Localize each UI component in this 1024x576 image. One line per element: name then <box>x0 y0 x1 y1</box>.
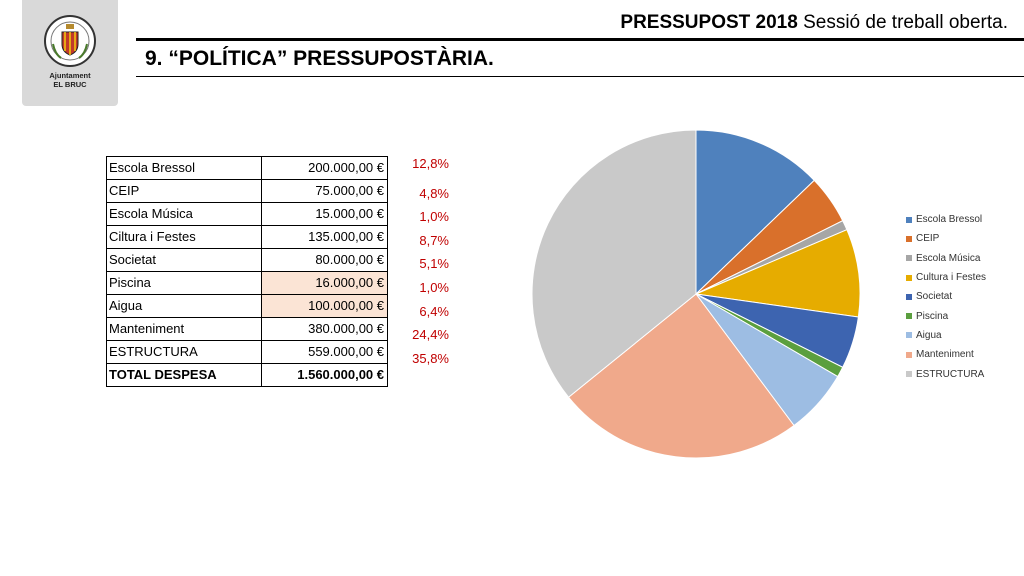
legend-item: Cultura i Festes <box>906 268 986 287</box>
table-row: Piscina 16.000,00 € <box>106 271 388 295</box>
row-percent: 6,4% <box>419 304 449 319</box>
legend-label: Manteniment <box>916 349 974 361</box>
legend-swatch <box>906 216 912 223</box>
row-category: ESTRUCTURA <box>106 340 262 364</box>
table-row: ESTRUCTURA 559.000,00 € <box>106 340 388 364</box>
row-category: Escola Música <box>106 202 262 226</box>
row-category: Escola Bressol <box>106 156 262 180</box>
legend-swatch <box>906 332 912 339</box>
legend-label: Societat <box>916 291 953 303</box>
town-crest-icon <box>44 15 96 67</box>
table-row: Ciltura i Festes 135.000,00 € <box>106 225 388 249</box>
pie-slice <box>694 229 861 318</box>
legend-item: Escola Bressol <box>906 210 986 229</box>
row-amount: 16.000,00 € <box>261 271 388 295</box>
legend-label: ESTRUCTURA <box>916 368 985 380</box>
row-category: Ciltura i Festes <box>106 225 262 249</box>
row-category: Societat <box>106 248 262 272</box>
legend-label: Aigua <box>916 329 942 341</box>
row-amount: 80.000,00 € <box>261 248 388 272</box>
row-percent: 24,4% <box>412 327 449 342</box>
table-row: Escola Música 15.000,00 € <box>106 202 388 226</box>
legend-swatch <box>906 235 912 242</box>
pie-slice <box>695 129 815 296</box>
row-category: Manteniment <box>106 317 262 341</box>
pie-chart <box>531 129 861 459</box>
row-amount: 380.000,00 € <box>261 317 388 341</box>
pie-slice <box>531 129 697 398</box>
row-percent: 1,0% <box>419 209 449 224</box>
legend-item: ESTRUCTURA <box>906 364 986 383</box>
total-amount: 1.560.000,00 € <box>261 363 388 387</box>
row-percent: 12,8% <box>412 156 449 171</box>
row-percent: 1,0% <box>419 280 449 295</box>
total-label: TOTAL DESPESA <box>106 363 262 387</box>
row-category: Aigua <box>106 294 262 318</box>
row-amount: 15.000,00 € <box>261 202 388 226</box>
legend-label: CEIP <box>916 233 940 245</box>
legend-swatch <box>906 313 912 320</box>
legend-label: Piscina <box>916 310 949 322</box>
row-amount: 135.000,00 € <box>261 225 388 249</box>
legend-item: Societat <box>906 287 986 306</box>
row-amount: 75.000,00 € <box>261 179 388 203</box>
header-title-bold: PRESSUPOST 2018 <box>620 12 798 33</box>
total-row: TOTAL DESPESA 1.560.000,00 € <box>106 363 388 387</box>
legend-swatch <box>906 371 912 378</box>
legend-item: Manteniment <box>906 345 986 364</box>
row-percent: 4,8% <box>419 186 449 201</box>
row-category: Piscina <box>106 271 262 295</box>
table-row: Manteniment 380.000,00 € <box>106 317 388 341</box>
logo-panel: Ajuntament EL BRUC <box>22 0 118 106</box>
row-percent: 8,7% <box>419 233 449 248</box>
legend-swatch <box>906 351 912 358</box>
table-row: Escola Bressol 200.000,00 € <box>106 156 388 180</box>
row-amount: 100.000,00 € <box>261 294 388 318</box>
logo-line-2: EL BRUC <box>53 80 87 89</box>
legend-swatch <box>906 255 912 262</box>
legend-label: Cultura i Festes <box>916 272 987 284</box>
legend-item: Aigua <box>906 326 986 345</box>
title-rule <box>136 76 1024 77</box>
legend-swatch <box>906 293 912 300</box>
legend-item: Escola Música <box>906 249 986 268</box>
row-category: CEIP <box>106 179 262 203</box>
legend-label: Escola Música <box>916 252 981 264</box>
table-row: CEIP 75.000,00 € <box>106 179 388 203</box>
row-amount: 559.000,00 € <box>261 340 388 364</box>
row-percent: 5,1% <box>419 256 449 271</box>
legend-item: Piscina <box>906 306 986 325</box>
header-title: PRESSUPOST 2018 Sessió de treball oberta… <box>620 12 1008 34</box>
header-title-rest: Sessió de treball oberta. <box>797 12 1008 33</box>
legend-label: Escola Bressol <box>916 214 983 226</box>
legend-swatch <box>906 274 912 281</box>
header-rule <box>136 38 1024 41</box>
budget-table: Escola Bressol 200.000,00 € CEIP 75.000,00 … <box>106 156 388 387</box>
chart-legend: Escola Bressol CEIP Escola Música Cultura i… <box>906 210 986 384</box>
legend-item: CEIP <box>906 229 986 248</box>
table-row: Societat 80.000,00 € <box>106 248 388 272</box>
page-title: 9. “POLÍTICA” PRESSUPOSTÀRIA. <box>145 47 494 70</box>
table-row: Aigua 100.000,00 € <box>106 294 388 318</box>
logo-line-1: Ajuntament <box>49 71 91 80</box>
pie-slice <box>567 293 795 459</box>
row-amount: 200.000,00 € <box>261 156 388 180</box>
row-percent: 35,8% <box>412 351 449 366</box>
